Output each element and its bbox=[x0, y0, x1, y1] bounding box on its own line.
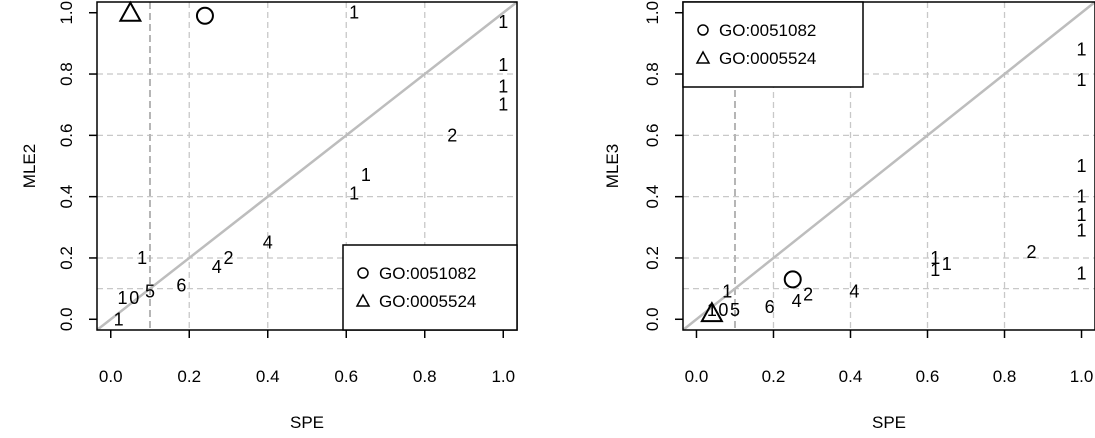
data-point-label: 1 bbox=[118, 288, 128, 308]
data-point-label: 1 bbox=[1077, 40, 1087, 60]
x-axis-title: SPE bbox=[290, 413, 324, 432]
data-point-label: 1 bbox=[498, 95, 508, 115]
legend-label: GO:0051082 bbox=[379, 264, 476, 283]
legend-box bbox=[682, 1, 864, 88]
y-tick-label: 0.4 bbox=[57, 185, 76, 209]
data-point-label: 1 bbox=[942, 254, 952, 274]
data-point-label: 1 bbox=[1077, 156, 1087, 176]
data-point-triangle bbox=[118, 0, 143, 22]
data-point-label: 6 bbox=[176, 276, 186, 296]
y-tick-label: 0.8 bbox=[643, 62, 662, 86]
y-tick-label: 1.0 bbox=[57, 1, 76, 25]
legend-box bbox=[342, 244, 518, 331]
legend-triangle-icon bbox=[355, 293, 371, 307]
data-point-label: 4 bbox=[212, 257, 222, 277]
data-point-label: 1 bbox=[1077, 70, 1087, 90]
x-tick-label: 0.8 bbox=[413, 367, 437, 386]
data-point-label: 1 bbox=[722, 282, 732, 302]
y-tick-label: 0.8 bbox=[57, 62, 76, 86]
y-tick-label: 0.6 bbox=[643, 124, 662, 148]
x-tick-label: 0.8 bbox=[993, 367, 1017, 386]
y-tick-label: 0.0 bbox=[57, 307, 76, 331]
data-point-label: 1 bbox=[498, 55, 508, 75]
data-point-label: 2 bbox=[1026, 242, 1036, 262]
x-tick-label: 0.4 bbox=[256, 367, 280, 386]
data-point-label: 4 bbox=[792, 291, 802, 311]
plot-frame bbox=[96, 1, 518, 331]
data-point-label: 1 bbox=[349, 184, 359, 204]
legend-label: GO:0005524 bbox=[379, 292, 476, 311]
x-tick-label: 0.2 bbox=[762, 367, 786, 386]
data-point-label: 1 bbox=[349, 3, 359, 23]
x-tick-label: 0.4 bbox=[839, 367, 863, 386]
data-point-label: 6 bbox=[765, 297, 775, 317]
data-point-label: 2 bbox=[447, 125, 457, 145]
data-point-label: 1 bbox=[1077, 263, 1087, 283]
data-point-label: 5 bbox=[730, 300, 740, 320]
x-tick-label: 0.0 bbox=[685, 367, 709, 386]
data-point-label: 2 bbox=[803, 285, 813, 305]
data-point-label: 1 bbox=[930, 260, 940, 280]
legend-circle-icon bbox=[697, 24, 709, 36]
y-tick-label: 0.0 bbox=[643, 307, 662, 331]
y-axis-title: MLE2 bbox=[20, 144, 39, 188]
data-point-label: 1 bbox=[930, 248, 940, 268]
x-tick-label: 0.6 bbox=[916, 367, 940, 386]
plot-frame bbox=[682, 1, 1095, 331]
x-axis-title: SPE bbox=[872, 413, 906, 432]
y-axis-title: MLE3 bbox=[603, 144, 622, 188]
data-point-label: 1 bbox=[361, 165, 371, 185]
y-tick-label: 0.6 bbox=[57, 124, 76, 148]
data-point-triangle bbox=[700, 301, 724, 323]
data-point-circle bbox=[195, 6, 214, 25]
data-point-label: 1 bbox=[1077, 205, 1087, 225]
data-point-label: 1 bbox=[114, 309, 124, 329]
data-point-label: 1 bbox=[498, 12, 508, 32]
y-tick-label: 0.2 bbox=[57, 246, 76, 270]
reference-line-y-equals-x bbox=[682, 1, 1095, 331]
legend-label: GO:0005524 bbox=[719, 49, 816, 68]
legend-triangle-icon bbox=[695, 50, 711, 64]
chart-panel-1: 0.0 0.0 0.2 0.2 0.4 0.4 0.6 0.6 0.8 0.8 1.0 1.0 SPE M… bbox=[20, 0, 518, 432]
data-point-label: 1 bbox=[498, 76, 508, 96]
x-tick-label: 1.0 bbox=[491, 367, 515, 386]
x-tick-label: 0.6 bbox=[334, 367, 358, 386]
legend-label: GO:0051082 bbox=[719, 21, 816, 40]
y-tick-label: 0.4 bbox=[643, 185, 662, 209]
data-point-label: 5 bbox=[145, 282, 155, 302]
x-tick-label: 0.2 bbox=[177, 367, 201, 386]
data-point-label: 0 bbox=[718, 300, 728, 320]
data-point-label: 2 bbox=[223, 248, 233, 268]
data-point-label: 1 bbox=[1077, 187, 1087, 207]
chart-panel-2: 0.0 0.0 0.2 0.2 0.4 0.4 0.6 0.6 0.8 0.8 1.0 1.0 SPE M… bbox=[603, 1, 1095, 432]
x-tick-label: 0.0 bbox=[99, 367, 123, 386]
data-point-label: 4 bbox=[263, 233, 273, 253]
reference-line-y-equals-x bbox=[96, 1, 518, 331]
y-tick-label: 1.0 bbox=[643, 1, 662, 25]
x-tick-label: 1.0 bbox=[1070, 367, 1094, 386]
data-point-label: 1 bbox=[1077, 220, 1087, 240]
data-point-label: 4 bbox=[849, 282, 859, 302]
data-point-circle bbox=[783, 270, 802, 289]
legend-circle-icon bbox=[357, 267, 369, 279]
y-tick-label: 0.2 bbox=[643, 246, 662, 270]
data-point-label: 1 bbox=[137, 248, 147, 268]
data-point-label: 1 bbox=[707, 300, 717, 320]
data-point-label: 0 bbox=[129, 288, 139, 308]
